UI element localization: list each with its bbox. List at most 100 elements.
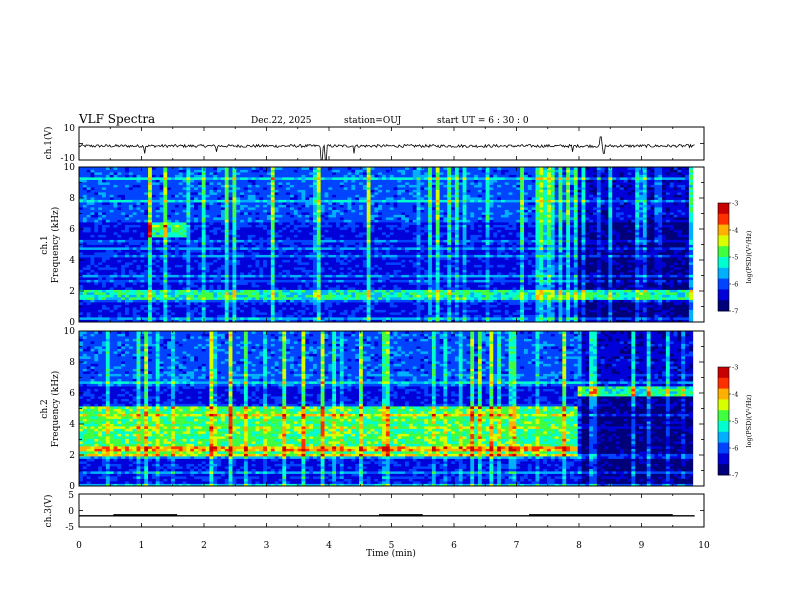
spectrogram-cell [620,260,624,263]
spectrogram-cell [524,262,528,265]
spectrogram-cell [689,262,693,265]
spectrogram-cell [125,265,129,268]
spectrogram-cell [647,282,651,285]
spectrogram-cell [612,315,616,318]
spectrogram-cell [670,315,674,318]
spectrogram-cell [263,292,267,295]
spectrogram-cell [374,280,378,283]
spectrogram-cell [624,307,628,310]
spectrogram-cell [202,297,206,300]
spectrogram-cell [309,305,313,308]
spectrogram-cell [447,282,451,285]
spectrogram-cell [509,292,513,295]
spectrogram-cell [382,245,386,248]
spectrogram-cell [248,275,252,278]
spectrogram-cell [305,265,309,268]
spectrogram-cell [593,285,597,288]
spectrogram-cell [83,255,87,258]
spectrogram-cell [278,270,282,273]
spectrogram-cell [117,292,121,295]
spectrogram-cell [374,282,378,285]
spectrogram-cell [229,262,233,265]
spectrogram-cell [443,277,447,280]
spectrogram-cell [612,312,616,315]
spectrogram-cell [91,297,95,300]
spectrogram-cell [597,315,601,318]
spectrogram-cell [378,250,382,253]
spectrogram-cell [466,250,470,253]
spectrogram-cell [186,255,190,258]
spectrogram-cell [121,252,125,255]
spectrogram-cell [179,302,183,305]
spectrogram-cell [179,297,183,300]
spectrogram-cell [267,317,271,320]
spectrogram-cell [374,305,378,308]
spectrogram-cell [677,300,681,303]
spectrogram-cell [290,317,294,320]
spectrogram-cell [359,277,363,280]
spectrogram-cell [87,282,91,285]
spectrogram-cell [382,312,386,315]
spectrogram-cell [639,300,643,303]
spectrogram-cell [401,297,405,300]
spectrogram-cell [275,285,279,288]
spectrogram-cell [106,250,110,253]
spectrogram-cell [301,310,305,313]
spectrogram-cell [463,272,467,275]
spectrogram-cell [301,305,305,308]
spectrogram-cell [286,307,290,310]
spectrogram-cell [405,297,409,300]
spectrogram-cell [578,267,582,270]
spectrogram-cell [474,250,478,253]
spectrogram-cell [670,310,674,313]
spectrogram-cell [535,277,539,280]
spectrogram-cell [413,300,417,303]
spectrogram-cell [551,260,555,263]
spectrogram-cell [309,270,313,273]
spectrogram-cell [620,302,624,305]
spectrogram-cell [509,312,513,315]
spectrogram-cell [94,270,98,273]
spectrogram-cell [271,252,275,255]
spectrogram-cell [271,287,275,290]
spectrogram-cell [466,287,470,290]
spectrogram-cell [608,262,612,265]
spectrogram-cell [98,270,102,273]
spectrogram-cell [317,272,321,275]
spectrogram-cell [190,285,194,288]
spectrogram-cell [589,267,593,270]
spectrogram-cell [137,285,141,288]
spectrogram-cell [301,245,305,248]
spectrogram-cell [229,310,233,313]
spectrogram-cell [405,260,409,263]
spectrogram-cell [505,290,509,293]
spectrogram-cell [259,262,263,265]
spectrogram-cell [83,272,87,275]
spectrogram-cell [328,312,332,315]
spectrogram-cell [305,292,309,295]
spectrogram-cell [301,307,305,310]
spectrogram-cell [301,267,305,270]
spectrogram-cell [677,297,681,300]
spectrogram-cell [624,282,628,285]
spectrogram-cell [624,317,628,320]
spectrogram-cell [328,270,332,273]
spectrogram-cell [175,305,179,308]
spectrogram-cell [144,262,148,265]
spectrogram-cell [543,247,547,250]
spectrogram-cell [232,272,236,275]
spectrogram-cell [417,295,421,298]
spectrogram-cell [608,250,612,253]
spectrogram-cell [558,275,562,278]
spectrogram-cell [325,297,329,300]
spectrogram-cell [190,287,194,290]
spectrogram-cell [106,287,110,290]
spectrogram-cell [647,250,651,253]
spectrogram-cell [593,287,597,290]
spectrogram-cell [114,257,118,260]
spectrogram-cell [232,257,236,260]
spectrogram-cell [183,275,187,278]
spectrogram-cell [278,312,282,315]
spectrogram-cell [524,305,528,308]
spectrogram-cell [340,270,344,273]
